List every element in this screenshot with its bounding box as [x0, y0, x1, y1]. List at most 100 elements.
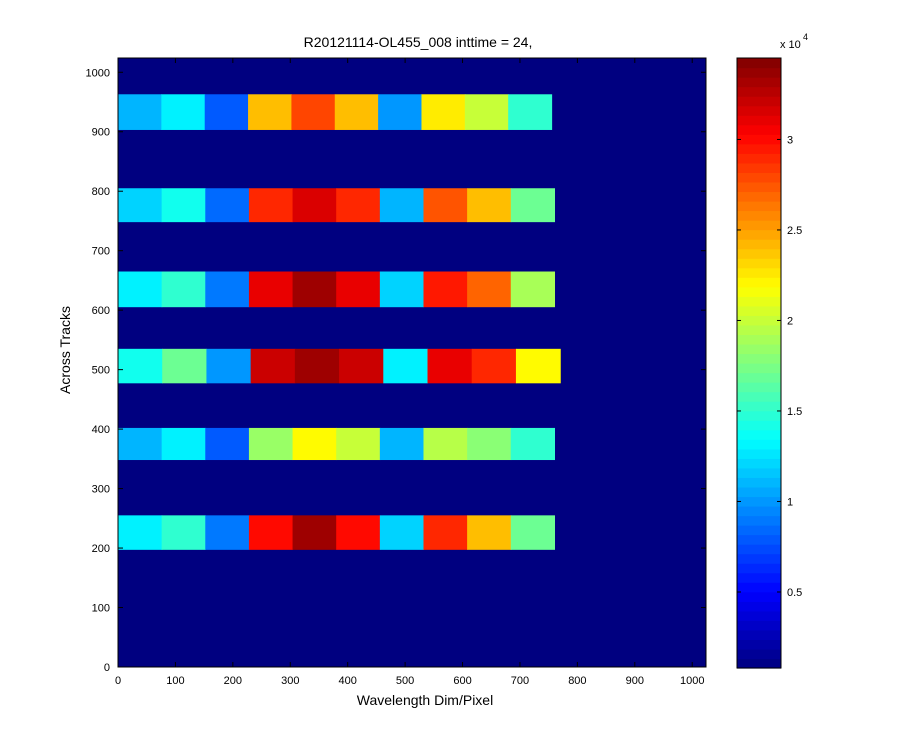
y-tick-label: 100 [92, 603, 110, 615]
colorbar-swatch [737, 486, 781, 498]
colorbar-swatch [737, 534, 781, 545]
x-tick-label: 400 [339, 675, 357, 687]
colorbar-swatch [737, 458, 781, 469]
heatmap-band-4-cell-10 [510, 271, 556, 308]
colorbar-swatch [737, 267, 781, 278]
colorbar-tick-label: 2.5 [787, 225, 802, 237]
heatmap-band-3-cell-1 [118, 348, 163, 384]
colorbar-swatch [737, 239, 781, 250]
x-tick-label: 1000 [680, 675, 704, 687]
colorbar-swatch [737, 658, 781, 669]
heatmap-band-1-cell-9 [467, 515, 512, 550]
heatmap-band-4-cell-9 [467, 271, 512, 308]
colorbar-swatch [737, 544, 781, 555]
colorbar-swatch [737, 353, 781, 364]
heatmap-band-6-cell-3 [204, 94, 249, 130]
colorbar-swatch [737, 143, 781, 154]
heatmap-band-6-cell-8 [421, 94, 466, 130]
colorbar-swatch [737, 648, 781, 660]
x-tick-label: 700 [511, 675, 529, 687]
y-tick-label: 500 [92, 365, 110, 377]
x-tick-label: 100 [166, 675, 184, 687]
colorbar-swatch [737, 467, 781, 478]
colorbar-swatch [737, 382, 781, 393]
colorbar-swatch [737, 248, 781, 259]
colorbar-swatch [737, 401, 781, 412]
colorbar-swatch [737, 620, 781, 631]
colorbar-swatch [737, 96, 781, 107]
heatmap-band-2-cell-10 [510, 427, 556, 461]
colorbar-swatch [737, 563, 781, 574]
colorbar-swatch [737, 105, 781, 116]
colorbar-swatch [737, 134, 781, 145]
heatmap-band-5-cell-2 [161, 188, 206, 223]
colorbar-swatch [737, 525, 781, 536]
x-tick-label: 500 [396, 675, 414, 687]
colorbar-swatch [737, 296, 781, 307]
colorbar-swatch [737, 220, 781, 231]
colorbar-swatch [737, 191, 781, 202]
colorbar [737, 58, 781, 669]
colorbar-tick-label: 3 [787, 134, 793, 146]
x-tick-label: 0 [115, 675, 121, 687]
heatmap-band-5-cell-10 [510, 188, 556, 223]
colorbar-tick-label: 0.5 [787, 587, 802, 599]
heatmap-band-3-cell-5 [294, 348, 340, 384]
colorbar-swatch [737, 77, 781, 88]
y-tick-label: 200 [92, 543, 110, 555]
y-tick-label: 300 [92, 484, 110, 496]
colorbar-swatch [737, 153, 781, 164]
heatmap-band-4-cell-5 [292, 271, 337, 308]
colorbar-swatch [737, 58, 781, 69]
colorbar-swatch [737, 553, 781, 564]
colorbar-swatch [737, 410, 781, 421]
heatmap-band-4-cell-1 [118, 271, 163, 308]
colorbar-swatch [737, 258, 781, 269]
heatmap-band-4-cell-8 [423, 271, 468, 308]
heatmap-band-6-cell-10 [508, 94, 553, 130]
heatmap-band-5-cell-4 [248, 188, 294, 223]
heatmap-band-4-cell-4 [248, 271, 294, 308]
y-axis-label: Across Tracks [57, 306, 73, 394]
heatmap-band-5-cell-9 [467, 188, 512, 223]
heatmap-band-2-cell-1 [118, 427, 163, 461]
heatmap-band-1-cell-8 [423, 515, 468, 550]
colorbar-swatch [737, 515, 781, 526]
colorbar-tick-label: 1 [787, 496, 793, 508]
heatmap-band-1-cell-5 [292, 515, 337, 550]
x-tick-label: 200 [224, 675, 242, 687]
heatmap-band-6-cell-1 [118, 94, 162, 130]
colorbar-exponent-base: x 10 [780, 39, 801, 51]
colorbar-swatch [737, 86, 781, 97]
heatmap-band-6-cell-5 [291, 94, 336, 130]
colorbar-swatch [737, 629, 781, 641]
heatmap-band-2-cell-8 [423, 427, 468, 461]
colorbar-swatch [737, 591, 781, 602]
heatmap-band-3-cell-3 [206, 348, 252, 384]
heatmap-band-2-cell-5 [292, 427, 337, 461]
heatmap-band-4-cell-3 [205, 271, 250, 308]
colorbar-swatch [737, 172, 781, 183]
chart-title: R20121114-OL455_008 inttime = 24, [304, 34, 533, 50]
x-tick-label: 600 [453, 675, 471, 687]
colorbar-swatch [737, 162, 781, 173]
colorbar-swatch [737, 181, 781, 193]
y-axis-ticks: 0 100 200 300 400 500 600 700 800 900 1000 [86, 67, 706, 674]
colorbar-tick-label: 2 [787, 315, 793, 327]
heatmap-band-3-cell-8 [427, 348, 473, 384]
colorbar-swatch [737, 305, 781, 316]
colorbar-tick-label: 1.5 [787, 406, 802, 418]
y-tick-label: 1000 [86, 67, 110, 79]
heatmap-band-5-cell-8 [423, 188, 468, 223]
heatmap-band-6-cell-2 [161, 94, 206, 130]
heatmap-band-1-cell-6 [336, 515, 381, 550]
colorbar-swatch [737, 343, 781, 355]
colorbar-swatch [737, 363, 781, 374]
plot-frame [117, 57, 707, 668]
heatmap-band-2-cell-2 [161, 427, 206, 461]
colorbar-swatch [737, 429, 781, 440]
heatmap-band-1-cell-4 [248, 515, 294, 550]
heatmap-band-6-cell-9 [464, 94, 509, 130]
heatmap-band-5-cell-7 [379, 188, 425, 223]
